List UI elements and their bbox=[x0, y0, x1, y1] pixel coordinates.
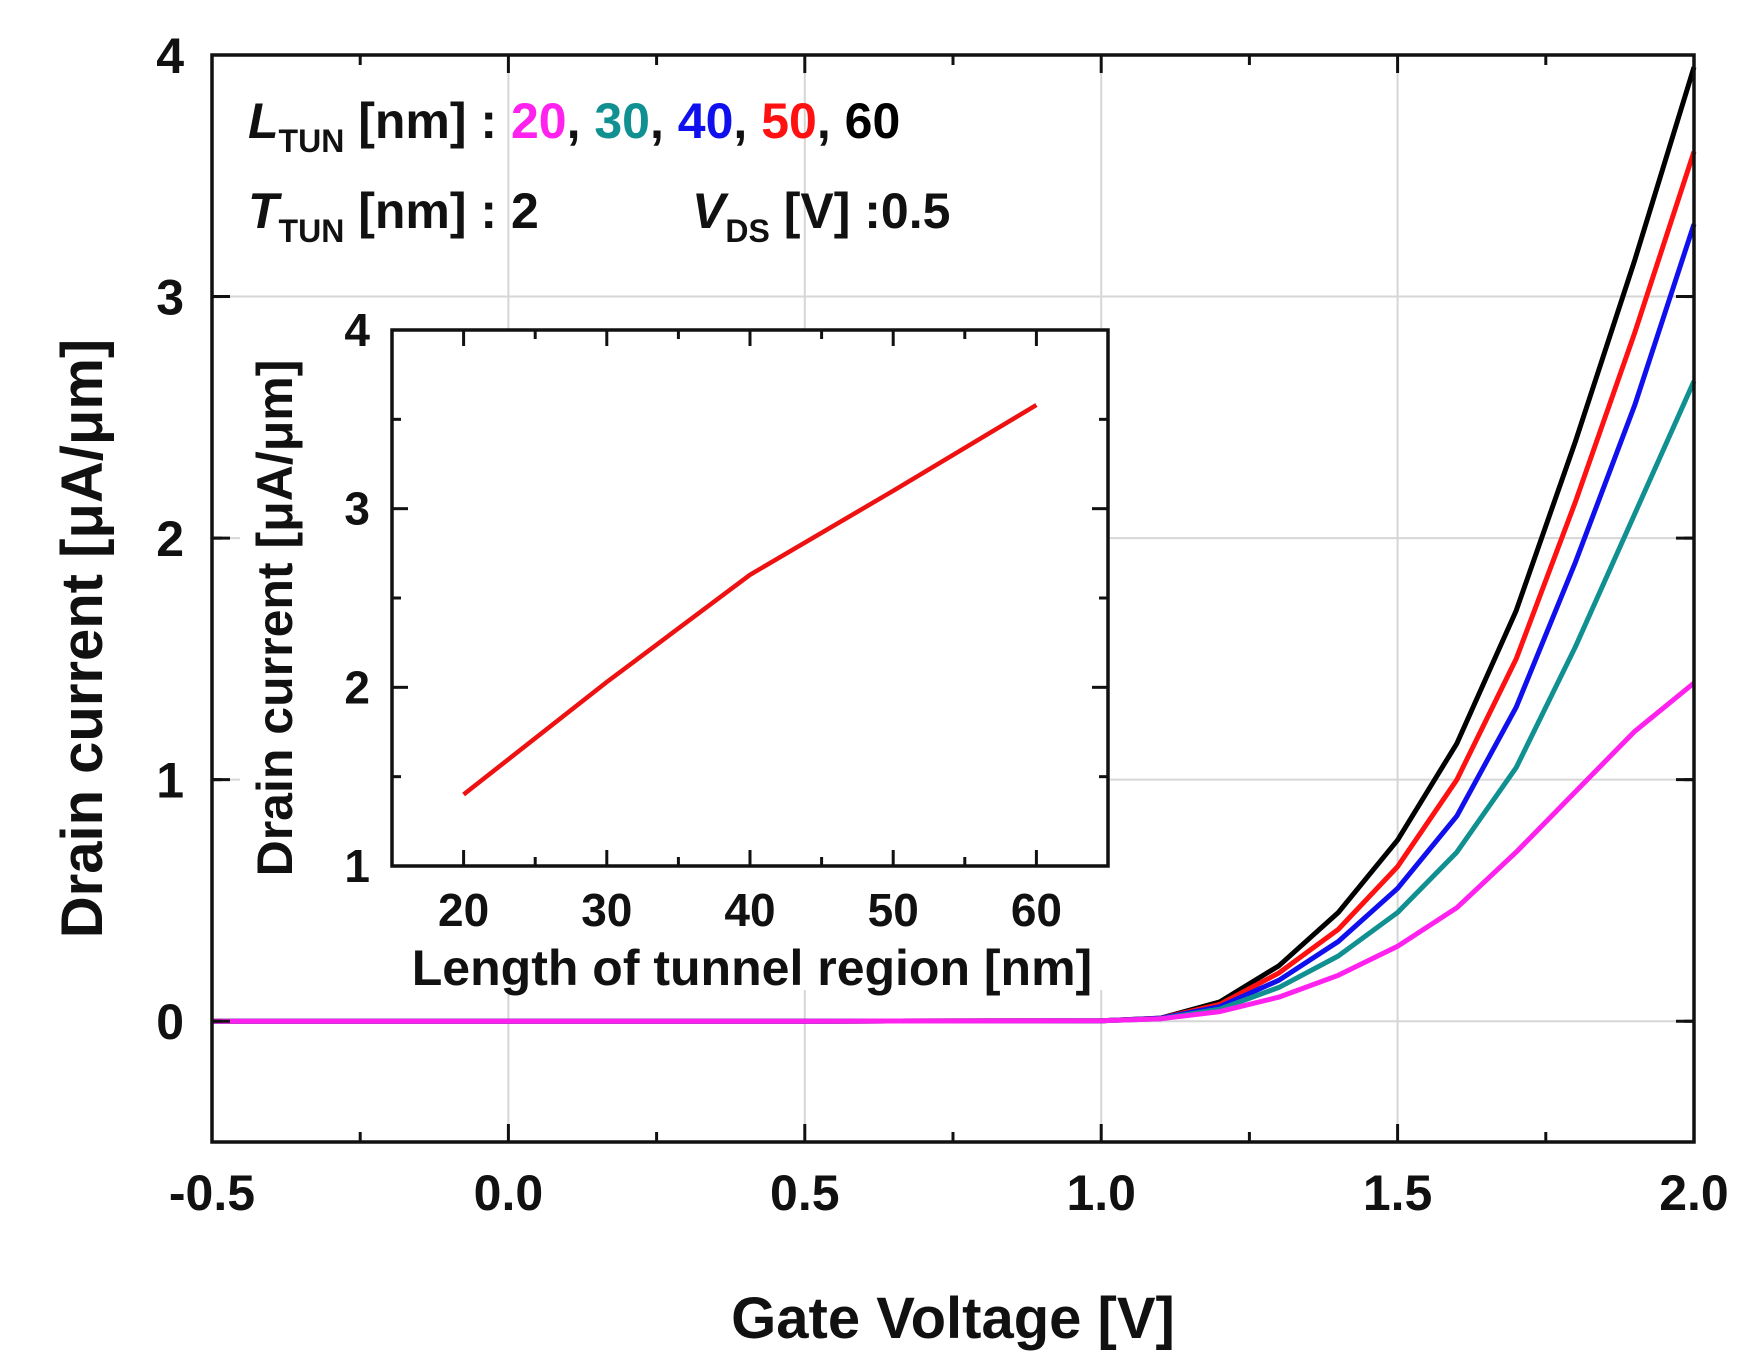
inset-ticks bbox=[390, 328, 1108, 868]
legend-value-20: 20 bbox=[511, 93, 567, 149]
l-sub: TUN bbox=[279, 123, 345, 159]
inset-x-tick-label: 50 bbox=[868, 884, 919, 936]
inset-series-line bbox=[462, 403, 1038, 797]
t-sub: TUN bbox=[279, 213, 345, 249]
inset-chart: 20 30 40 50 60 1 2 3 4 Length of tunnel region [… bbox=[240, 304, 1110, 996]
main-y-axis-label: Drain current [μA/μm] bbox=[50, 339, 115, 938]
legend-value-60: 60 bbox=[845, 93, 901, 149]
inset-y-tick-label: 3 bbox=[344, 483, 370, 535]
main-x-tick-label: 1.5 bbox=[1363, 1165, 1433, 1221]
main-ticks bbox=[210, 53, 1696, 1142]
parameter-annotations: LTUN [nm] : 20, 30, 40, 50, 60 TTUN [nm]… bbox=[248, 93, 950, 249]
main-x-tick-label: -0.5 bbox=[169, 1165, 255, 1221]
legend-value-30: 30 bbox=[594, 93, 650, 149]
main-y-tick-label: 2 bbox=[156, 511, 184, 567]
legend-sep: , bbox=[650, 93, 678, 149]
v-rest: [V] :0.5 bbox=[770, 183, 951, 239]
v-sub: DS bbox=[725, 213, 769, 249]
legend-value-40: 40 bbox=[678, 93, 734, 149]
l-main: L bbox=[248, 93, 279, 149]
inset-y-tick-label: 4 bbox=[344, 304, 370, 356]
t-tun-annotation: TTUN [nm] : 2 bbox=[248, 183, 539, 249]
inset-x-tick-label: 30 bbox=[581, 884, 632, 936]
main-tick-labels: -0.5 0.0 0.5 1.0 1.5 2.0 0 1 2 3 4 bbox=[156, 28, 1729, 1221]
inset-series bbox=[462, 403, 1038, 797]
legend-sep: , bbox=[733, 93, 761, 149]
inset-background bbox=[240, 330, 1108, 990]
main-x-tick-label: 2.0 bbox=[1659, 1165, 1729, 1221]
legend-sep: , bbox=[567, 93, 595, 149]
series-line-20 bbox=[212, 681, 1696, 1024]
inset-x-tick-label: 60 bbox=[1011, 884, 1062, 936]
main-y-tick-label: 3 bbox=[156, 270, 184, 326]
vds-annotation: VDS [V] :0.5 bbox=[692, 183, 950, 249]
inset-y-tick-label: 1 bbox=[344, 840, 370, 892]
main-y-tick-label: 1 bbox=[156, 753, 184, 809]
l-tun-annotation: LTUN [nm] : 20, 30, 40, 50, 60 bbox=[248, 93, 900, 159]
inset-x-axis-label: Length of tunnel region [nm] bbox=[412, 940, 1092, 996]
legend-sep: , bbox=[817, 93, 845, 149]
t-rest: [nm] : 2 bbox=[344, 183, 538, 239]
main-series bbox=[212, 66, 1697, 1024]
main-x-tick-label: 0.0 bbox=[474, 1165, 544, 1221]
v-main: V bbox=[692, 183, 729, 239]
legend-value-50: 50 bbox=[761, 93, 817, 149]
main-x-axis-label: Gate Voltage [V] bbox=[731, 1286, 1175, 1351]
inset-x-tick-label: 20 bbox=[438, 884, 489, 936]
inset-y-axis-label: Drain current [μA/μm] bbox=[247, 360, 303, 877]
inset-tick-labels: 20 30 40 50 60 1 2 3 4 bbox=[344, 304, 1062, 936]
main-y-tick-label: 4 bbox=[156, 28, 184, 84]
main-y-tick-label: 0 bbox=[156, 994, 184, 1050]
inset-x-tick-label: 40 bbox=[724, 884, 775, 936]
t-main: T bbox=[248, 183, 283, 239]
main-x-tick-label: 0.5 bbox=[770, 1165, 840, 1221]
l-rest: [nm] : bbox=[344, 93, 511, 149]
main-x-tick-label: 1.0 bbox=[1066, 1165, 1136, 1221]
inset-y-tick-label: 2 bbox=[344, 661, 370, 713]
